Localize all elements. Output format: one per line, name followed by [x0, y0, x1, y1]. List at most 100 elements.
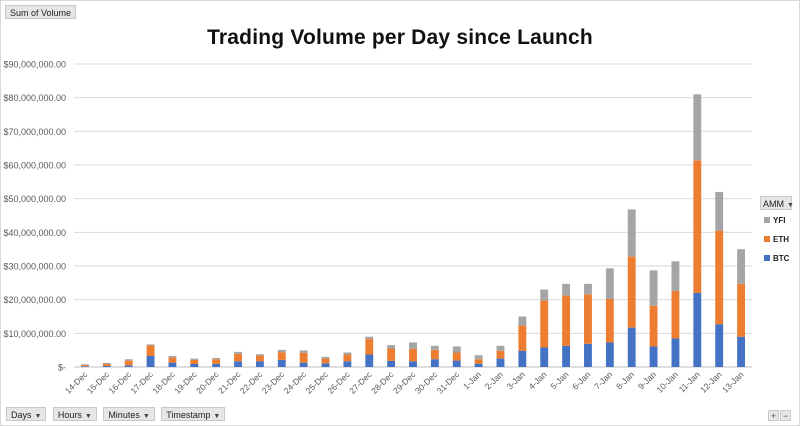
- legend-item-btc[interactable]: BTC: [760, 250, 796, 267]
- bar-eth: [387, 348, 396, 361]
- bar-btc: [518, 350, 527, 367]
- x-tick-label: 17-Dec: [129, 369, 156, 396]
- bar-btc: [430, 359, 439, 367]
- row-field-minutes[interactable]: Minutes ▼: [103, 407, 155, 421]
- collapse-field-button[interactable]: −: [780, 410, 791, 421]
- y-tick-label: $70,000,000.00: [3, 127, 66, 137]
- bar-yfi: [518, 316, 527, 326]
- bar-yfi: [255, 354, 264, 356]
- x-tick-label: 2-Jan: [483, 369, 505, 391]
- bar-btc: [255, 361, 264, 367]
- row-field-hours[interactable]: Hours ▼: [52, 407, 97, 421]
- bar-yfi: [452, 346, 461, 353]
- bar-eth: [190, 359, 199, 364]
- x-tick-label: 1-Jan: [461, 369, 483, 391]
- bar-yfi: [124, 359, 133, 361]
- bar-yfi: [715, 191, 724, 231]
- bar-yfi: [562, 283, 571, 296]
- bar-eth: [605, 298, 614, 343]
- bar-btc: [540, 347, 549, 367]
- y-tick-label: $60,000,000.00: [3, 161, 66, 171]
- bar-yfi: [80, 364, 89, 365]
- x-tick-label: 27-Dec: [347, 369, 374, 396]
- bar-btc: [387, 360, 396, 367]
- bar-btc: [562, 345, 571, 367]
- legend-item-yfi[interactable]: YFI: [760, 212, 796, 229]
- bar-yfi: [496, 345, 505, 351]
- x-tick-label: 8-Jan: [614, 369, 636, 391]
- x-tick-label: 28-Dec: [369, 369, 396, 396]
- bar-yfi: [540, 289, 549, 301]
- bar-eth: [409, 348, 417, 362]
- row-field-days[interactable]: Days ▼: [6, 407, 47, 421]
- bar-yfi: [102, 362, 111, 364]
- value-field-button[interactable]: Sum of Volume: [5, 5, 77, 19]
- bar-yfi: [627, 209, 636, 257]
- bar-eth: [496, 350, 505, 359]
- bar-btc: [190, 363, 199, 367]
- bar-yfi: [430, 345, 439, 350]
- expand-field-button[interactable]: +: [768, 410, 779, 421]
- x-tick-label: 12-Jan: [698, 369, 724, 395]
- y-tick-label: $80,000,000.00: [3, 93, 66, 103]
- row-fields-bar: Days ▼ Hours ▼ Minutes ▼ Timestamp ▼: [6, 405, 227, 421]
- bar-eth: [715, 230, 724, 325]
- bar-btc: [277, 359, 286, 367]
- bar-yfi: [277, 349, 286, 353]
- x-tick-label: 19-Dec: [172, 369, 199, 396]
- bar-eth: [168, 357, 177, 363]
- bar-btc: [627, 327, 636, 367]
- bar-btc: [671, 338, 680, 367]
- x-tick-label: 30-Dec: [413, 369, 440, 396]
- expand-collapse-controls: + −: [768, 406, 792, 421]
- bar-btc: [124, 365, 133, 367]
- legend-field-label: AMM: [763, 199, 784, 209]
- row-field-label: Hours: [57, 410, 82, 420]
- bar-eth: [737, 283, 746, 337]
- bar-yfi: [474, 355, 483, 360]
- bar-yfi: [190, 358, 199, 360]
- bar-eth: [562, 295, 571, 346]
- row-field-timestamp[interactable]: Timestamp ▼: [161, 407, 226, 421]
- bar-yfi: [737, 249, 746, 284]
- legend-field-button[interactable]: AMM ▼: [760, 196, 794, 210]
- x-tick-label: 26-Dec: [325, 369, 352, 396]
- bar-btc: [212, 363, 221, 367]
- bar-yfi: [605, 268, 614, 299]
- bar-btc: [146, 355, 155, 367]
- x-tick-label: 13-Jan: [720, 369, 746, 395]
- bar-eth: [212, 359, 221, 364]
- bar-yfi: [343, 352, 352, 355]
- x-tick-label: 21-Dec: [216, 369, 243, 396]
- row-field-label: Timestamp: [166, 410, 211, 420]
- y-tick-label: $30,000,000.00: [3, 262, 66, 272]
- x-tick-label: 10-Jan: [654, 369, 680, 395]
- bar-btc: [605, 342, 614, 367]
- bar-btc: [365, 354, 374, 367]
- row-field-label: Minutes: [108, 410, 140, 420]
- legend-label-btc: BTC: [773, 254, 790, 263]
- bar-btc: [649, 346, 658, 367]
- legend-swatch-yfi: [764, 217, 770, 223]
- legend-item-eth[interactable]: ETH: [760, 231, 796, 248]
- legend-label-eth: ETH: [773, 235, 789, 244]
- bar-btc: [474, 363, 483, 367]
- legend-label-yfi: YFI: [773, 216, 786, 225]
- x-tick-label: 31-Dec: [435, 369, 462, 396]
- bar-eth: [365, 339, 374, 355]
- bar-eth: [80, 364, 89, 367]
- x-tick-label: 25-Dec: [303, 369, 330, 396]
- bar-eth: [124, 360, 133, 366]
- bar-btc: [321, 363, 330, 367]
- bar-yfi: [146, 344, 155, 346]
- x-tick-label: 5-Jan: [548, 369, 570, 391]
- bar-yfi: [168, 355, 177, 358]
- bar-yfi: [212, 357, 221, 360]
- bar-yfi: [365, 336, 374, 340]
- x-tick-label: 18-Dec: [150, 369, 177, 396]
- bar-yfi: [584, 283, 592, 295]
- bar-eth: [277, 352, 286, 360]
- bar-eth: [321, 358, 330, 364]
- bar-eth: [146, 345, 155, 356]
